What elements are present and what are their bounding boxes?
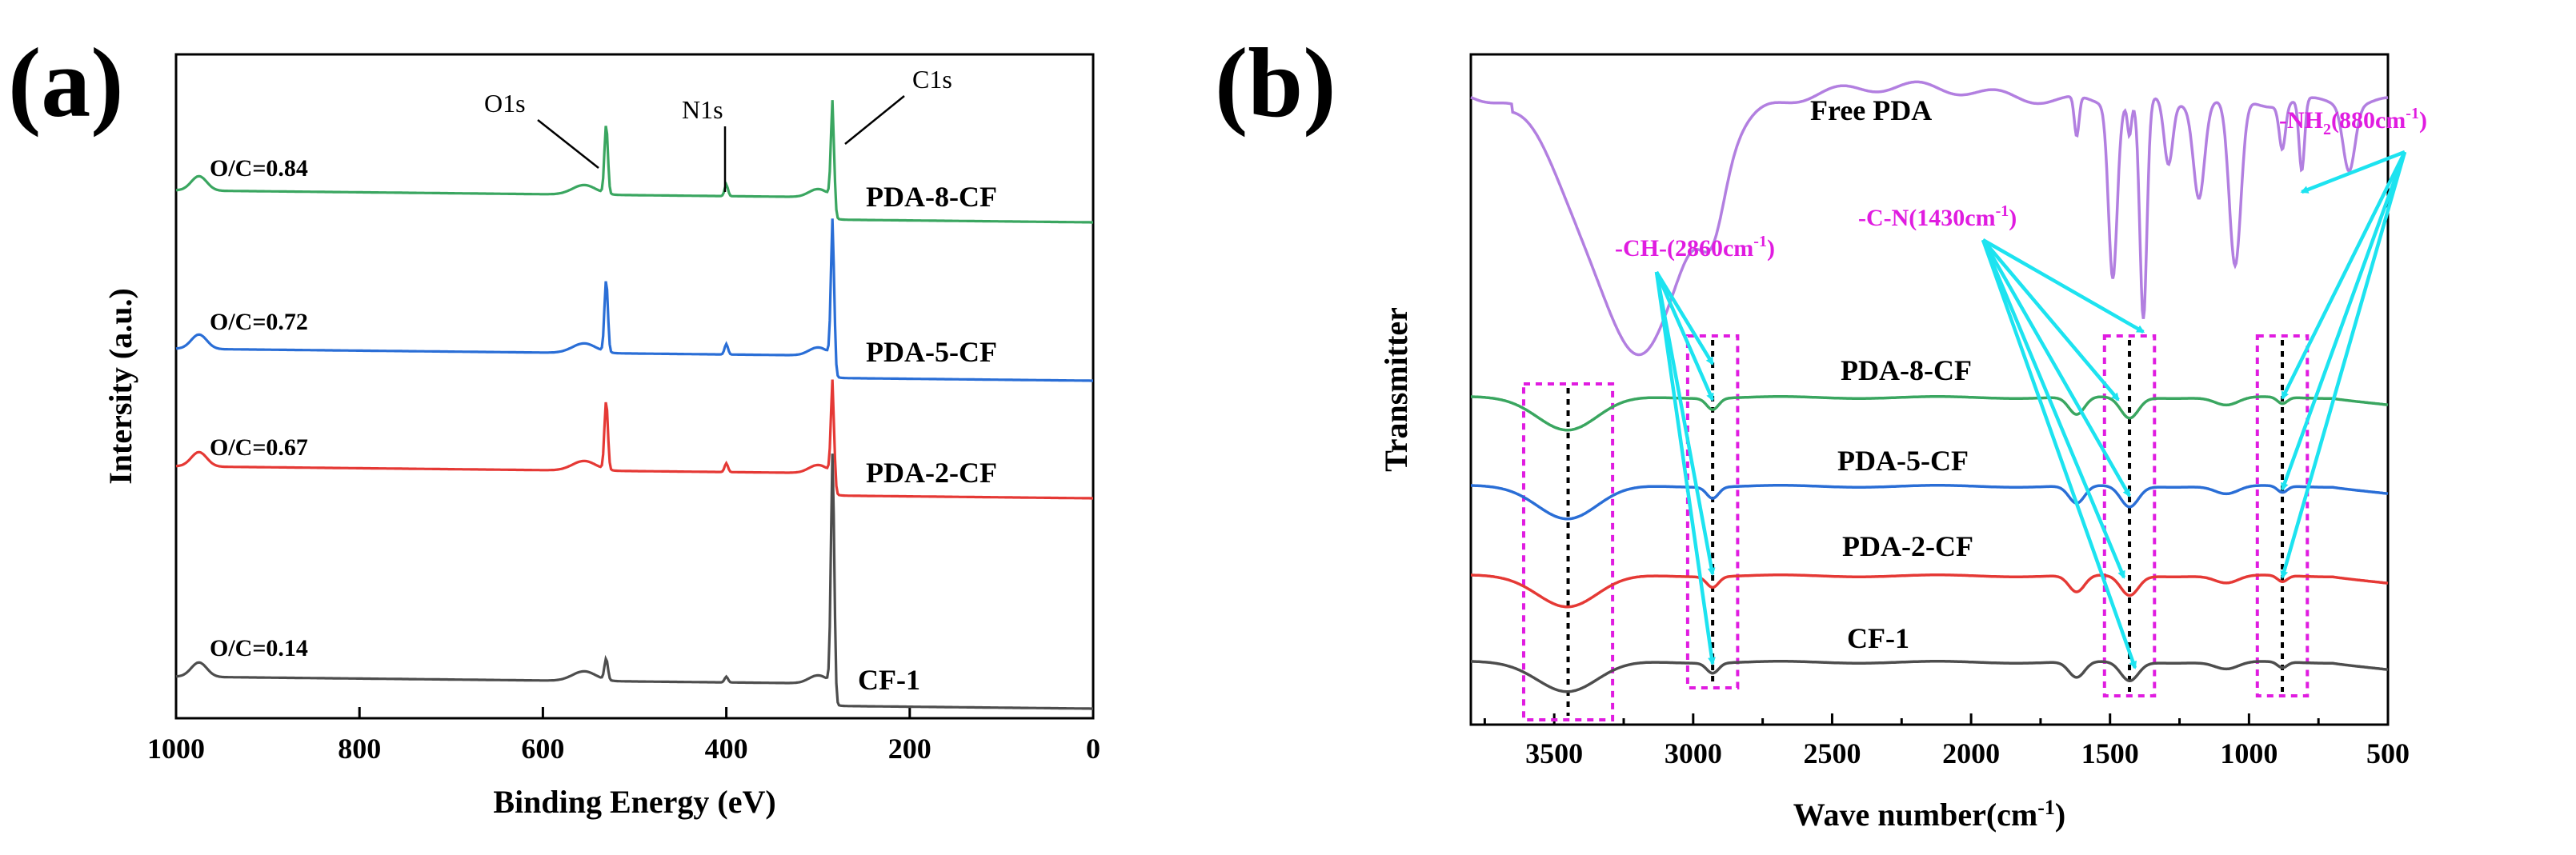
x-tick-label-a: 600 <box>521 733 564 765</box>
annotation-arrow <box>2280 151 2407 491</box>
annotation-arrow <box>1981 238 2120 402</box>
series-line-pda-8-cf <box>175 100 1093 224</box>
annotation-arrow <box>1654 271 1716 576</box>
annotation-ch: -CH-(2860cm-1) <box>1615 233 1775 262</box>
x-tick-label-a: 400 <box>705 733 748 765</box>
annotation-nh2: -NH2(880cm-1) <box>2279 105 2427 138</box>
panel-a-xps: (a) 1000 800 600 400 200 0 O1s N1s C1s O/C=0.… <box>8 28 1100 820</box>
ratio-label-pda8: O/C=0.84 <box>210 155 308 182</box>
x-tick-label-a: 200 <box>888 733 931 765</box>
c1s-leader-line <box>844 95 905 145</box>
panel-a-label: (a) <box>8 28 124 138</box>
x-tick-label-b: 3500 <box>1525 737 1583 769</box>
panel-a-frame <box>174 53 1095 720</box>
series-label-pda8: PDA-8-CF <box>866 181 997 213</box>
series-label-pda5: PDA-5-CF <box>866 336 997 368</box>
annotation-arrow <box>1981 238 2131 497</box>
series-label-free-pda: Free PDA <box>1810 94 1932 126</box>
panel-b-series <box>1470 80 2389 693</box>
series-label-pda2: PDA-2-CF <box>866 457 997 489</box>
annotation-arrow <box>1981 239 2126 579</box>
panel-a-x-axis-title: Binding Energy (eV) <box>493 784 775 820</box>
x-tick-label-b: 1000 <box>2220 737 2278 769</box>
series-line-pda-5-cf-b <box>1471 484 2389 521</box>
annotation-arrow <box>1981 238 2145 334</box>
highlight-box <box>1521 382 1615 721</box>
o1s-leader-line <box>537 119 599 169</box>
series-line-cf-1-b <box>1471 660 2389 693</box>
panel-a-series <box>175 100 1093 710</box>
x-tick-label-a: 0 <box>1086 733 1100 765</box>
annotation-arrow <box>1654 271 1716 665</box>
ratio-label-pda5: O/C=0.72 <box>210 309 308 335</box>
annotation-arrow <box>2300 150 2406 194</box>
panel-b-frame <box>1469 53 2390 726</box>
x-tick-label-b: 3000 <box>1665 737 1722 769</box>
highlight-box <box>1685 334 1740 689</box>
highlight-box <box>2255 334 2310 697</box>
ratio-label-pda2: O/C=0.67 <box>210 434 308 461</box>
panel-a-y-axis-title: Intersity (a.u.) <box>102 288 138 485</box>
annotation-cn: -C-N(1430cm-1) <box>1858 202 2017 231</box>
panel-a-x-ticks: 1000 800 600 400 200 0 <box>147 707 1100 765</box>
annotation-arrow <box>1655 270 1715 366</box>
x-tick-label-b: 2000 <box>1942 737 2000 769</box>
panel-b-x-ticks: 3500 3000 2500 2000 1500 1000 500 <box>1483 713 2410 769</box>
peak-label-o1s: O1s <box>484 89 526 118</box>
x-tick-label-b: 2500 <box>1803 737 1861 769</box>
panel-b-y-axis-title: Transmitter <box>1378 307 1414 472</box>
x-tick-label-a: 1000 <box>147 733 205 765</box>
x-tick-label-b: 500 <box>2366 737 2410 769</box>
series-line-pda-8-cf-b <box>1471 395 2389 432</box>
panel-b-label: (b) <box>1215 28 1336 138</box>
series-line-pda-2-cf-b <box>1471 573 2389 609</box>
x-tick-label-a: 800 <box>338 733 381 765</box>
peak-label-c1s: C1s <box>912 65 952 94</box>
series-label-pda2-b: PDA-2-CF <box>1842 530 1973 562</box>
series-label-cf1: CF-1 <box>858 664 920 696</box>
series-line-pda-2-cf <box>175 379 1093 500</box>
series-label-cf1-b: CF-1 <box>1847 622 1909 654</box>
series-line-pda-5-cf <box>175 218 1093 382</box>
annotation-arrow <box>1981 239 2137 669</box>
panel-b-x-axis-title: Wave number(cm-1) <box>1793 796 2066 833</box>
panel-a-peak-labels: O1s N1s C1s <box>484 65 952 192</box>
panel-b-annotation-arrows <box>1654 150 2407 669</box>
series-label-pda5-b: PDA-5-CF <box>1837 445 1969 477</box>
annotation-arrow <box>2281 150 2407 400</box>
annotation-arrow <box>1654 271 1715 402</box>
series-line-cf-1 <box>175 453 1093 710</box>
x-tick-label-b: 1500 <box>2081 737 2139 769</box>
annotation-arrow <box>2280 151 2407 579</box>
series-label-pda8-b: PDA-8-CF <box>1841 354 1972 386</box>
highlight-box <box>2102 334 2157 697</box>
panel-b-ftir: (b) 3500 3000 2500 2000 1500 1000 500 Free PDA… <box>1215 28 2427 833</box>
series-line-free-pda <box>1470 80 2389 357</box>
ratio-label-cf1: O/C=0.14 <box>210 635 308 661</box>
peak-label-n1s: N1s <box>682 95 723 124</box>
